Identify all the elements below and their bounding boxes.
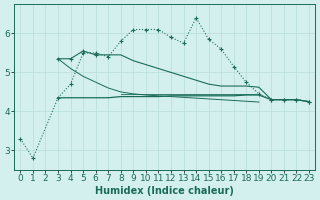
- X-axis label: Humidex (Indice chaleur): Humidex (Indice chaleur): [95, 186, 234, 196]
